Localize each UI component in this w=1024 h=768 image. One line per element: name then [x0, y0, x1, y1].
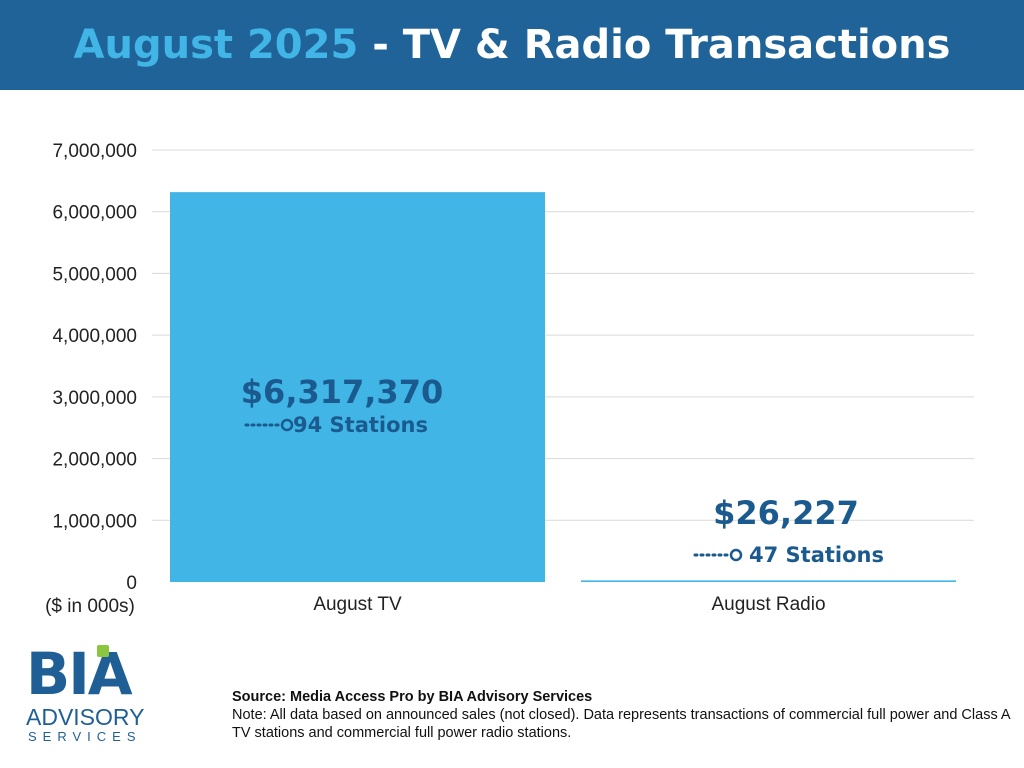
bia-logo: BIA ADVISORY SERVICES	[24, 645, 154, 750]
stations-label: 47 Stations	[749, 543, 884, 567]
header-banner: August 2025 - TV & Radio Transactions	[0, 0, 1024, 90]
y-tick-label: 7,000,000	[52, 141, 137, 162]
x-tick-label: August Radio	[711, 594, 825, 615]
bar-chart: 0 1,000,000 2,000,000 3,000,000 4,000,000 5,0…	[45, 141, 974, 617]
footnote-source: Source: Media Access Pro by BIA Advisory…	[232, 689, 593, 705]
leader-circle-icon	[280, 418, 294, 432]
page-title: August 2025 - TV & Radio Transactions	[74, 22, 951, 68]
y-tick-label: 3,000,000	[52, 388, 137, 409]
leader-circle-icon	[729, 548, 743, 562]
y-tick-label: 1,000,000	[52, 511, 137, 532]
y-tick-label: 5,000,000	[52, 264, 137, 285]
y-tick-label: 0	[126, 573, 137, 594]
y-tick-label: 6,000,000	[52, 203, 137, 224]
y-axis-unit-label: ($ in 000s)	[45, 596, 135, 617]
logo-line-services: SERVICES	[28, 729, 142, 744]
logo-wordmark: BIA	[26, 640, 133, 708]
logo-line-advisory: ADVISORY	[26, 704, 145, 730]
page-title-accent: August 2025	[73, 22, 359, 68]
bars	[170, 192, 956, 582]
page-title-rest: - TV & Radio Transactions	[358, 22, 951, 68]
bar-radio	[581, 580, 956, 582]
footnote: Source: Media Access Pro by BIA Advisory…	[232, 688, 1012, 742]
y-axis-ticks: 0 1,000,000 2,000,000 3,000,000 4,000,000 5,0…	[52, 141, 137, 594]
footnote-note: Note: All data based on announced sales …	[232, 707, 1010, 741]
y-tick-label: 4,000,000	[52, 326, 137, 347]
y-tick-label: 2,000,000	[52, 450, 137, 471]
x-axis-ticks: August TV August Radio	[313, 594, 825, 615]
bar-tv	[170, 192, 545, 582]
value-label: $26,227	[713, 494, 859, 532]
logo-leaf-icon	[97, 645, 109, 657]
x-tick-label: August TV	[313, 594, 402, 615]
stations-label: 94 Stations	[293, 413, 428, 437]
value-label: $6,317,370	[241, 373, 443, 411]
